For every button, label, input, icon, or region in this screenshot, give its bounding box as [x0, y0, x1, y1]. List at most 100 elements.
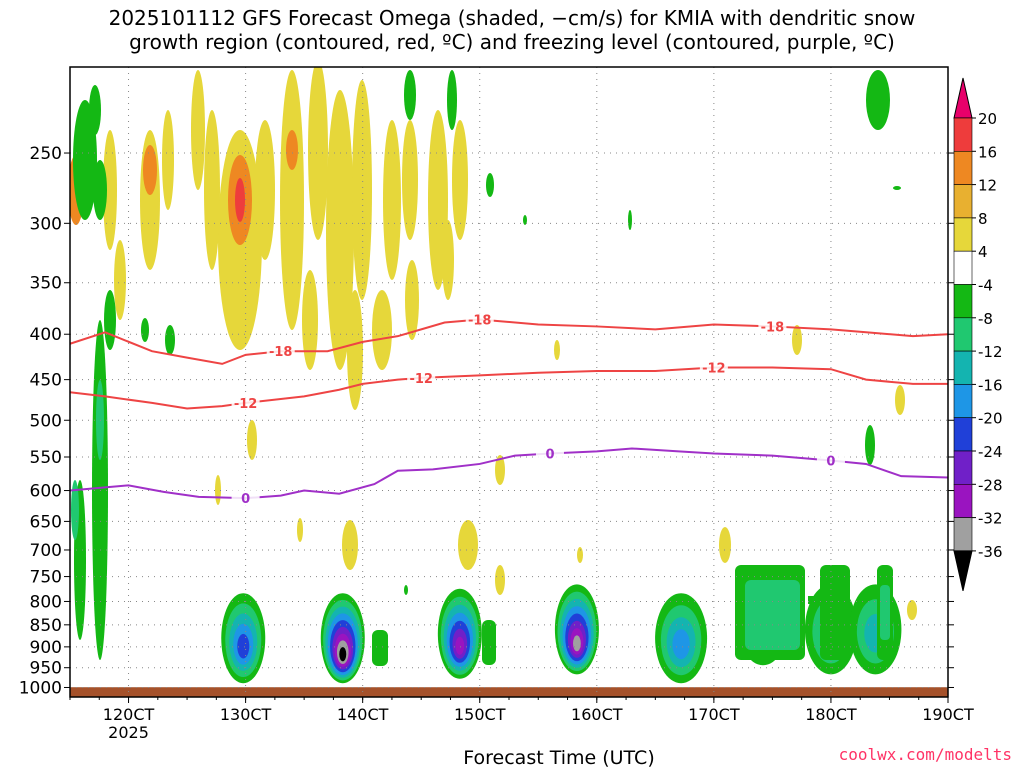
omega-block: [820, 565, 850, 660]
contour-label-bg: [465, 311, 494, 328]
omega-cell: [237, 633, 250, 659]
omega-shade: [907, 600, 917, 620]
freezing-level-contour: [69, 447, 949, 500]
omega-shade: [495, 565, 505, 595]
omega-block: [808, 596, 822, 604]
colorbar-label: -28: [978, 476, 1003, 494]
omega-shade: [895, 385, 905, 415]
omega-shade: [103, 130, 117, 250]
colorbar-label: 8: [978, 210, 988, 228]
contour-label: -18: [761, 320, 785, 335]
omega-shade: [89, 85, 101, 135]
x-tick-label: 130CT: [220, 705, 272, 724]
contour-label: -18: [468, 313, 492, 328]
omega-shade: [865, 425, 875, 465]
contour-label-bg: [231, 394, 260, 411]
omega-shade: [792, 325, 802, 355]
omega-shade: [162, 110, 174, 210]
omega-shade: [577, 547, 583, 563]
omega-shade: [302, 270, 318, 370]
omega-shade: [114, 240, 126, 320]
omega-shade: [554, 340, 560, 360]
colorbar-swatch: [953, 384, 973, 418]
colorbar-label: -16: [978, 376, 1003, 394]
colorbar: 20 16 12 8 4 -4 -8 -12 -16 -20 -24 -28 -32 -36: [953, 77, 1003, 592]
omega-shade: [286, 130, 298, 170]
y-tick-label: 350: [30, 274, 62, 294]
omega-shade: [866, 70, 890, 130]
omega-shade: [280, 70, 304, 330]
colorbar-label: -20: [978, 410, 1003, 428]
colorbar-label: 12: [978, 177, 997, 195]
colorbar-swatch: [953, 217, 973, 252]
y-tick-label: 600: [30, 482, 62, 502]
y-tick-label: 300: [30, 214, 62, 234]
x-tick-label: 190CT: [922, 705, 974, 724]
dgz-contour: [69, 318, 949, 365]
omega-shade: [326, 90, 354, 370]
colorbar-swatch: [953, 151, 973, 185]
colorbar-label: -4: [978, 277, 993, 295]
plot-area: -18 -18 -18 -12 -12 -12 0 0 0: [69, 67, 949, 697]
colorbar-label: 20: [978, 110, 997, 128]
y-tick-label: 650: [30, 512, 62, 532]
omega-shade: [404, 70, 416, 120]
contour-label-bg: [816, 452, 845, 469]
omega-shade: [447, 70, 457, 130]
omega-shade: [383, 120, 401, 280]
omega-cell: [339, 647, 347, 662]
x-year-label: 2025: [108, 723, 149, 742]
colorbar-swatch: [953, 483, 973, 518]
omega-shade: [143, 145, 157, 195]
y-tick-label: 500: [30, 411, 62, 431]
colorbar-swatch: [953, 284, 973, 319]
omega-shade: [458, 520, 478, 570]
colorbar-swatch: [953, 350, 973, 385]
grid: [70, 67, 949, 697]
colorbar-label: -32: [978, 510, 1003, 528]
omega-shade: [308, 67, 328, 240]
x-tick-label: 160CT: [571, 705, 623, 724]
omega-shade: [352, 80, 372, 300]
y-tick-label: 400: [30, 325, 62, 345]
x-tick-label: 120CT: [103, 705, 155, 724]
contour-label: -12: [409, 372, 433, 387]
omega-shade: [495, 455, 505, 485]
colorbar-swatch: [953, 117, 973, 152]
y-tick-label: 900: [30, 638, 62, 658]
omega-shade: [247, 420, 257, 460]
y-tick-label: 550: [30, 448, 62, 468]
omega-shade: [405, 260, 419, 340]
omega-shade: [486, 173, 494, 197]
omega-shade: [141, 318, 149, 342]
omega-shade: [372, 290, 392, 370]
omega-shade: [404, 585, 408, 595]
contour-label: -12: [702, 361, 726, 376]
colorbar-label: -12: [978, 343, 1003, 361]
omega-shade: [402, 120, 418, 240]
omega-shade: [235, 178, 245, 222]
omega-shade: [347, 290, 363, 410]
omega-block: [880, 585, 890, 640]
y-tick-label: 750: [30, 568, 62, 588]
dgz-contour: [69, 366, 948, 410]
omega-shade: [342, 520, 358, 570]
colorbar-swatch: [953, 250, 973, 285]
omega-shade: [165, 325, 175, 355]
y-tick-label: 950: [30, 659, 62, 679]
x-tick-label: 150CT: [454, 705, 506, 724]
contour-label-bg: [758, 318, 787, 335]
x-tick-label: 180CT: [805, 705, 857, 724]
omega-shade: [523, 215, 527, 225]
omega-shade: [893, 186, 901, 190]
colorbar-swatch: [953, 417, 973, 452]
colorbar-swatch: [953, 517, 973, 552]
contour-label-bg: [231, 490, 260, 507]
y-tick-label: 250: [30, 144, 62, 164]
colorbar-swatch: [953, 317, 973, 352]
colorbar-swatch: [953, 184, 973, 219]
colorbar-label: 4: [978, 243, 988, 261]
colorbar-label: -36: [978, 543, 1003, 561]
omega-shade: [92, 320, 108, 660]
